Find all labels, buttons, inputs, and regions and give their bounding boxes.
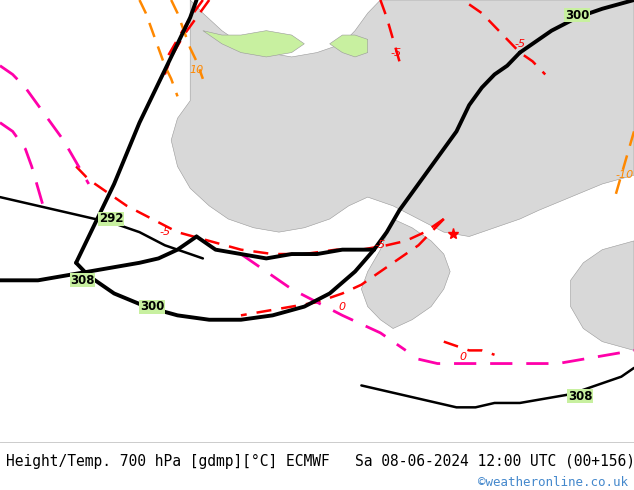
Text: 10: 10 [190, 65, 204, 75]
Polygon shape [361, 219, 450, 328]
Polygon shape [571, 241, 634, 350]
Text: 292: 292 [99, 213, 123, 225]
Text: -5: -5 [159, 227, 171, 237]
Text: -5: -5 [375, 240, 386, 250]
Text: 308: 308 [568, 390, 592, 403]
Polygon shape [203, 31, 304, 57]
Text: 308: 308 [70, 274, 94, 287]
Text: 0: 0 [339, 302, 346, 312]
Text: -10: -10 [616, 170, 633, 180]
Text: ©weatheronline.co.uk: ©weatheronline.co.uk [477, 476, 628, 489]
Text: -5: -5 [391, 48, 402, 57]
Text: Sa 08-06-2024 12:00 UTC (00+156): Sa 08-06-2024 12:00 UTC (00+156) [355, 454, 634, 469]
Polygon shape [171, 0, 634, 237]
Polygon shape [330, 35, 368, 57]
Text: 300: 300 [140, 300, 164, 313]
Text: 300: 300 [565, 9, 589, 22]
Text: Height/Temp. 700 hPa [gdmp][°C] ECMWF: Height/Temp. 700 hPa [gdmp][°C] ECMWF [6, 454, 330, 469]
Text: -5: -5 [514, 39, 526, 49]
Text: 0: 0 [459, 352, 467, 362]
